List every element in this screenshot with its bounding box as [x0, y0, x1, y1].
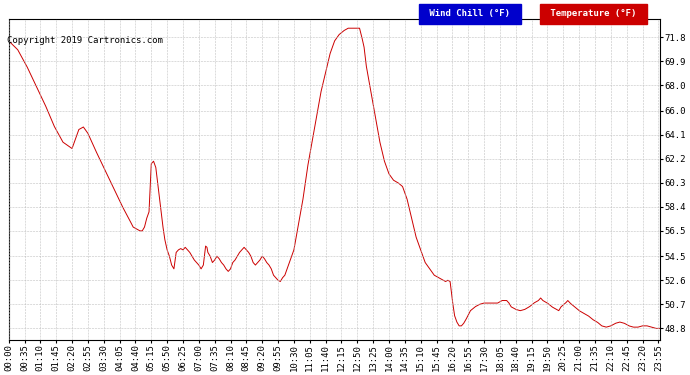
Text: Wind Chill (°F): Wind Chill (°F)	[424, 9, 515, 18]
Text: Temperature (°F): Temperature (°F)	[545, 9, 642, 18]
Text: Copyright 2019 Cartronics.com: Copyright 2019 Cartronics.com	[7, 36, 163, 45]
